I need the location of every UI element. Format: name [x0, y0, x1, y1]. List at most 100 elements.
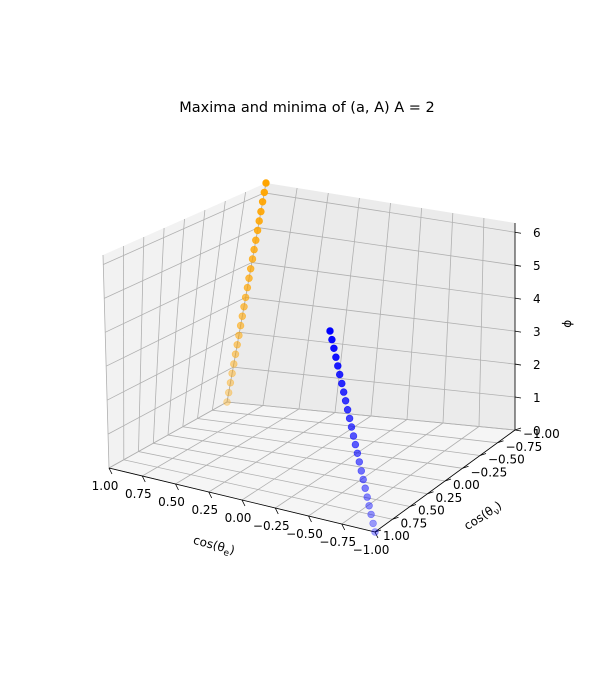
z-tick-5: [514, 264, 522, 267]
z-tick-label-0: 0: [533, 424, 541, 438]
series-1-point-12: [347, 423, 356, 431]
x-tick-label-3: 0.25: [191, 503, 218, 517]
x-tick-label-1: 0.75: [125, 487, 152, 501]
z-tick-label-2: 2: [533, 358, 541, 372]
y-tick-label-6: 0.50: [418, 504, 445, 518]
z-tick-label-1: 1: [533, 391, 541, 405]
y-tick-7: [392, 516, 399, 520]
series-0-point-1: [225, 388, 233, 397]
series-1-point-20: [332, 353, 340, 361]
series-1-point-0: [371, 528, 379, 536]
series-1-point-4: [363, 493, 371, 501]
series-0-point-14: [247, 265, 255, 273]
series-0-point-13: [245, 274, 253, 282]
z-tick-label-6: 6: [533, 226, 541, 240]
x-tick-label-0: 1.00: [92, 479, 119, 493]
series-1-point-13: [345, 414, 354, 423]
series-1-point-5: [361, 484, 369, 492]
series-0-point-17: [252, 236, 260, 244]
series-0-point-9: [238, 312, 247, 320]
x-tick-6: [308, 515, 312, 523]
series-1-point-16: [340, 388, 348, 396]
pane-right-wall: [227, 183, 515, 430]
y-tick-label-7: 0.75: [401, 516, 428, 530]
series-0-point-23: [262, 179, 270, 187]
z-tick-1: [514, 396, 522, 399]
series-1-point-22: [328, 335, 336, 344]
x-tick-7: [341, 523, 346, 531]
x-tick-3: [208, 491, 213, 499]
x-tick-2: [175, 483, 179, 491]
series-1-point-17: [338, 379, 346, 388]
series-0-point-12: [243, 283, 252, 292]
chart-title: Maxima and minima of (a, A) A = 2: [179, 100, 435, 116]
series-0-point-4: [230, 360, 238, 368]
tick-labels: 1.000.750.500.250.00−0.25−0.50−0.75−1.00…: [92, 226, 560, 557]
y-tick-1: [497, 440, 504, 444]
x-tick-label-7: −0.75: [319, 535, 356, 549]
z-tick-3: [514, 330, 522, 333]
z-gridline-0: [108, 401, 516, 469]
series-1-point-2: [367, 510, 375, 519]
series-0-point-0: [223, 398, 231, 406]
series-1-point-3: [365, 502, 373, 510]
series-0-point-2: [226, 379, 235, 387]
y-tick-label-1: −0.75: [506, 440, 543, 454]
z-tick-label-5: 5: [533, 259, 541, 273]
data-points: [223, 179, 379, 536]
x-tick-8: [374, 531, 379, 539]
x-tick-label-6: −0.50: [286, 527, 323, 541]
y-tick-label-4: 0.00: [453, 478, 480, 492]
series-1-point-21: [330, 344, 338, 352]
z-tick-label-3: 3: [533, 325, 541, 339]
y-axis-label: cos(θν): [461, 498, 505, 535]
series-1-point-15: [341, 397, 350, 405]
y-tick-label-8: 1.00: [383, 529, 410, 543]
y-tick-8: [374, 529, 382, 533]
x-tick-label-2: 0.50: [158, 495, 185, 509]
series-0-point-18: [253, 226, 262, 235]
y-tick-2: [479, 453, 487, 456]
series-1-point-7: [357, 467, 365, 475]
series-0-point-20: [257, 207, 265, 216]
series-1-point-9: [353, 449, 362, 457]
z-tick-0: [514, 429, 522, 432]
series-1-point-1: [369, 519, 377, 528]
tick-marks: [108, 231, 522, 539]
x-tick-0: [108, 467, 113, 475]
series-0-point-7: [235, 331, 243, 340]
y-tick-label-3: −0.25: [471, 465, 508, 479]
y-tick-label-5: 0.25: [436, 491, 463, 505]
series-1-point-11: [349, 432, 358, 440]
y-tick-3: [462, 465, 469, 469]
x-tick-label-5: −0.25: [253, 519, 290, 533]
series-0-point-19: [255, 217, 263, 225]
series-1-point-10: [351, 440, 360, 449]
y-tick-label-2: −0.50: [488, 453, 525, 467]
z-gridline-1: [107, 366, 516, 435]
z-tick-4: [514, 297, 522, 300]
x-axis-label: cos(θe): [191, 533, 236, 560]
x-tick-5: [274, 507, 279, 515]
y-tick-6: [409, 504, 417, 507]
y-tick-5: [427, 491, 434, 495]
series-0-point-22: [260, 188, 268, 197]
series-0-point-16: [250, 245, 258, 254]
series-1-point-23: [326, 327, 334, 335]
series-0-point-3: [228, 369, 236, 378]
series-1-point-19: [334, 362, 342, 370]
axes-panes: [103, 183, 515, 532]
series-0-point-5: [231, 350, 240, 358]
z-tick-label-4: 4: [533, 292, 541, 306]
series-0-point-8: [236, 321, 245, 330]
z-tick-2: [514, 363, 522, 366]
y-tick-0: [514, 427, 522, 431]
z-tick-6: [514, 231, 522, 234]
z-axis-label: ϕ: [560, 319, 575, 328]
x-tick-4: [241, 499, 246, 507]
x-tick-1: [141, 475, 146, 483]
pane-floor: [109, 402, 515, 532]
series-0-point-6: [233, 341, 241, 349]
